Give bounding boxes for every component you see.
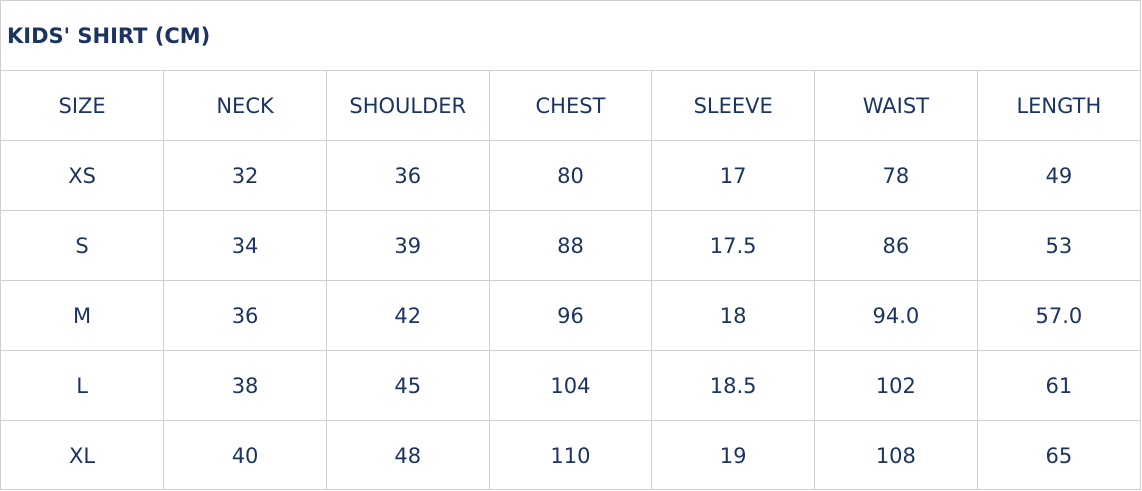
table-cell: 53 <box>977 210 1140 281</box>
table-cell: XS <box>1 140 165 211</box>
table-cell: 48 <box>326 420 490 490</box>
table-cell: 17 <box>651 140 816 211</box>
column-header: NECK <box>163 71 327 141</box>
table-cell: 86 <box>814 210 978 281</box>
table-cell: 78 <box>814 140 978 211</box>
table-cell: 45 <box>326 350 490 421</box>
table-cell: 57.0 <box>977 280 1140 351</box>
table-cell: 32 <box>163 140 327 211</box>
table-cell: 40 <box>163 420 327 490</box>
table-cell: 94.0 <box>814 280 978 351</box>
table-cell: 108 <box>814 420 978 490</box>
column-header: LENGTH <box>977 71 1140 141</box>
chart-title: KIDS' SHIRT (CM) <box>1 1 1140 71</box>
table-cell: L <box>1 350 165 421</box>
table-cell: 36 <box>163 280 327 351</box>
header-row: SIZE NECK SHOULDER CHEST SLEEVE WAIST LENGTH <box>1 71 1140 141</box>
table-cell: 80 <box>489 140 653 211</box>
column-header: SLEEVE <box>651 71 816 141</box>
table-cell: M <box>1 280 165 351</box>
column-header: SIZE <box>1 71 165 141</box>
table-cell: 88 <box>489 210 653 281</box>
table-cell: 65 <box>1045 443 1073 468</box>
table-cell: XL <box>1 420 165 490</box>
table-cell: 18 <box>651 280 816 351</box>
table-cell: 96 <box>489 280 653 351</box>
table-row: XL 40 48 110 19 108 65 <box>1 420 1140 490</box>
column-header: SHOULDER <box>326 71 490 141</box>
table-cell: S <box>1 210 165 281</box>
table-cell: 110 <box>489 420 653 490</box>
table-row: M 36 42 96 18 94.0 57.0 <box>1 280 1140 351</box>
table-row: XS 32 36 80 17 78 49 <box>1 140 1140 211</box>
table-cell: 42 <box>326 280 490 351</box>
table-row: S 34 39 88 17.5 86 53 <box>1 210 1140 281</box>
table-cell: 102 <box>814 350 978 421</box>
table-cell: 49 <box>977 140 1140 211</box>
table-cell: 38 <box>163 350 327 421</box>
column-header: WAIST <box>814 71 978 141</box>
table-cell: 61 <box>977 350 1140 421</box>
table-cell: 36 <box>326 140 490 211</box>
table-cell: 39 <box>326 210 490 281</box>
column-header: CHEST <box>489 71 653 141</box>
table-cell: 19 <box>651 420 816 490</box>
table-cell: 104 <box>489 350 653 421</box>
table-cell: 18.5 <box>651 350 816 421</box>
table-row: L 38 45 104 18.5 102 61 <box>1 350 1140 421</box>
size-table: SIZE NECK SHOULDER CHEST SLEEVE WAIST LENGTH XS… <box>1 71 1140 490</box>
table-cell: 34 <box>163 210 327 281</box>
table-cell: 17.5 <box>651 210 816 281</box>
